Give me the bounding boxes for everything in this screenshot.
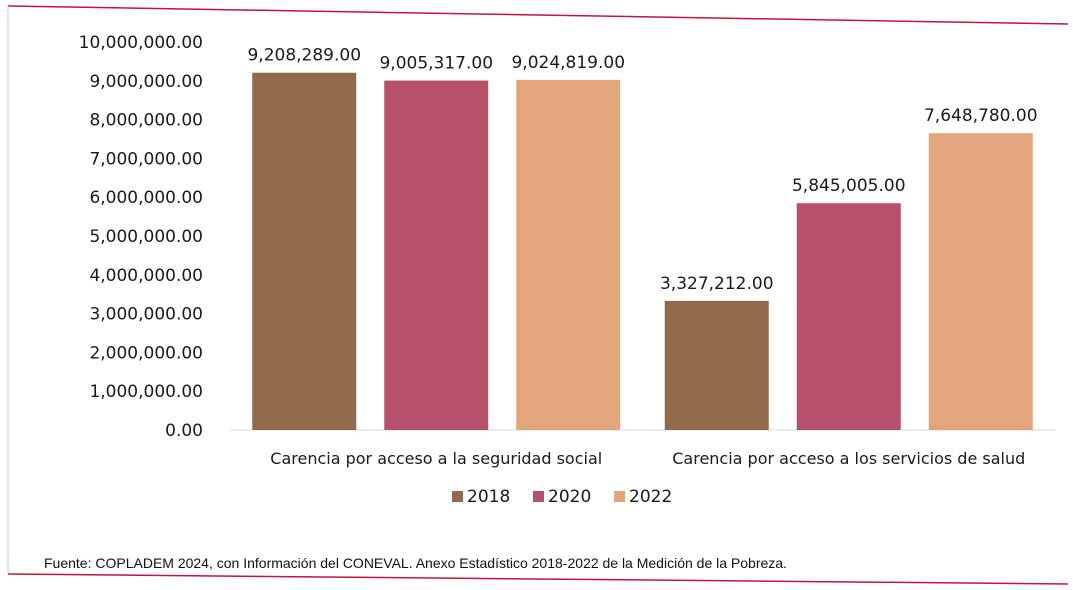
frame-bottom-line xyxy=(7,573,1069,585)
data-label: 9,005,317.00 xyxy=(379,54,493,74)
y-tick-label: 9,000,000.00 xyxy=(89,72,203,92)
legend-swatch xyxy=(533,491,544,502)
bar xyxy=(516,79,621,430)
bar xyxy=(664,300,769,430)
y-tick-label: 10,000,000.00 xyxy=(79,33,203,53)
y-tick-label: 2,000,000.00 xyxy=(89,343,203,363)
frame-top-line xyxy=(7,5,1069,25)
y-tick-label: 1,000,000.00 xyxy=(89,382,203,402)
y-tick-label: 0.00 xyxy=(165,421,203,441)
legend-swatch xyxy=(452,491,463,502)
y-tick-label: 5,000,000.00 xyxy=(89,227,203,247)
y-tick-label: 7,000,000.00 xyxy=(89,149,203,169)
data-label: 3,327,212.00 xyxy=(660,274,774,294)
source-note: Fuente: COPLADEM 2024, con Información d… xyxy=(44,555,787,571)
category-label: Carencia por acceso a los servicios de s… xyxy=(672,449,1025,468)
category-label: Carencia por acceso a la seguridad socia… xyxy=(270,449,602,468)
data-label: 9,024,819.00 xyxy=(511,53,625,73)
y-tick-label: 3,000,000.00 xyxy=(89,305,203,325)
legend-label: 2018 xyxy=(467,487,510,507)
legend-label: 2020 xyxy=(548,487,591,507)
data-label: 7,648,780.00 xyxy=(924,106,1038,126)
legend-label: 2022 xyxy=(629,487,672,507)
legend-swatch xyxy=(614,491,625,502)
data-label: 5,845,005.00 xyxy=(792,176,906,196)
bar xyxy=(384,80,489,431)
bar xyxy=(796,203,901,430)
data-label: 9,208,289.00 xyxy=(247,46,361,66)
bar xyxy=(928,133,1033,430)
y-tick-label: 6,000,000.00 xyxy=(89,188,203,208)
bar xyxy=(252,72,357,430)
y-tick-label: 4,000,000.00 xyxy=(89,266,203,286)
y-tick-label: 8,000,000.00 xyxy=(89,111,203,131)
